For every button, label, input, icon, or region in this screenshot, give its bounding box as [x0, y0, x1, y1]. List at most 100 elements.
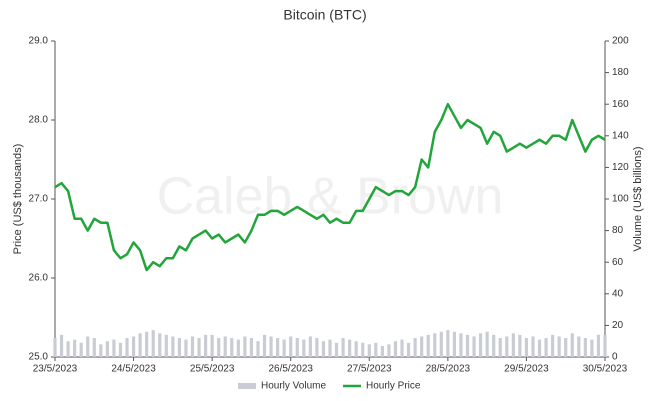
- volume-bar: [452, 331, 457, 357]
- y2-tick-label: 180: [612, 67, 629, 78]
- price-line: [54, 102, 606, 272]
- y2-tick-label: 80: [612, 225, 624, 236]
- volume-bar: [433, 333, 437, 357]
- volume-bar: [105, 341, 109, 357]
- volume-bar: [551, 334, 555, 357]
- y-tick-label: 25.0: [29, 352, 49, 363]
- volume-bar: [217, 338, 221, 357]
- volume-bar: [243, 336, 247, 357]
- volume-bar: [184, 339, 188, 357]
- volume-bar: [158, 333, 162, 357]
- volume-bar: [478, 333, 483, 357]
- volume-bar: [236, 339, 240, 357]
- volume-bar: [177, 338, 182, 357]
- volume-bar: [564, 338, 568, 357]
- x-tick-label: 30/5/2023: [583, 364, 628, 375]
- volume-bar: [603, 334, 607, 357]
- volume-bar: [537, 339, 542, 357]
- x-tick-label: 23/5/2023: [33, 364, 78, 375]
- x-tick-label: 25/5/2023: [190, 364, 235, 375]
- y-tick-label: 28.0: [29, 115, 49, 126]
- volume-bar: [145, 331, 149, 357]
- volume-bar: [269, 336, 273, 357]
- volume-bar: [341, 338, 345, 357]
- y-axis-label: Price (US$ thousands): [12, 144, 24, 255]
- x-tick-label: 27/5/2023: [347, 364, 392, 375]
- y2-tick-label: 40: [612, 288, 624, 299]
- volume-bar: [413, 338, 417, 357]
- y2-tick-label: 140: [612, 130, 629, 141]
- volume-bar: [223, 336, 227, 357]
- volume-bar: [230, 338, 234, 357]
- x-tick-label: 24/5/2023: [111, 364, 156, 375]
- volume-bar: [164, 334, 168, 357]
- y-tick-label: 29.0: [29, 36, 49, 47]
- y2-tick-label: 100: [612, 194, 629, 205]
- volume-bar: [79, 342, 83, 357]
- volume-bar: [420, 336, 424, 357]
- volume-bar: [374, 342, 378, 357]
- volume-bar: [531, 336, 535, 357]
- volume-bar: [302, 339, 306, 357]
- x-tick-label: 26/5/2023: [268, 364, 313, 375]
- volume-bar: [308, 336, 312, 357]
- volume-bar: [544, 338, 548, 357]
- y2-tick-label: 60: [612, 257, 624, 268]
- volume-bar: [406, 342, 411, 357]
- volume-bar: [92, 338, 96, 357]
- x-tick-label: 28/5/2023: [426, 364, 471, 375]
- y2-tick-label: 200: [612, 36, 629, 47]
- volume-bar: [492, 334, 496, 357]
- volume-bar: [354, 341, 358, 357]
- volume-bar: [53, 338, 57, 357]
- volume-bar: [276, 338, 280, 357]
- volume-bar: [118, 342, 123, 357]
- volume-bar: [86, 336, 90, 357]
- volume-bar: [557, 336, 561, 357]
- volume-bar: [596, 334, 601, 357]
- volume-bar: [400, 339, 404, 357]
- volume-bar: [131, 336, 136, 357]
- volume-bar: [262, 334, 267, 357]
- volume-bar: [59, 334, 64, 357]
- y2-tick-label: 20: [612, 320, 624, 331]
- volume-bar: [328, 339, 332, 357]
- volume-bar: [203, 334, 208, 357]
- volume-bar: [321, 341, 326, 357]
- chart-title: Bitcoin (BTC): [283, 7, 366, 23]
- volume-bar: [348, 339, 352, 357]
- volume-bar: [485, 331, 489, 357]
- volume-bar: [524, 338, 529, 357]
- volume-bar: [387, 344, 391, 357]
- volume-bar: [426, 334, 430, 357]
- volume-bar: [138, 333, 142, 357]
- volume-bar: [380, 345, 384, 357]
- volume-bar: [171, 336, 175, 357]
- volume-bar: [112, 339, 116, 357]
- volume-bar: [315, 338, 319, 357]
- volume-bar: [446, 330, 450, 357]
- volume-bar: [125, 338, 129, 357]
- volume-bar: [590, 339, 594, 357]
- volume-bar: [393, 341, 398, 357]
- volume-bar: [99, 344, 103, 357]
- y2-tick-label: 0: [612, 352, 618, 363]
- volume-bar: [256, 341, 260, 357]
- volume-bar: [498, 338, 502, 357]
- volume-bar: [73, 339, 77, 357]
- volume-bar: [570, 333, 574, 357]
- legend-swatch: [238, 383, 256, 389]
- volume-bar: [367, 344, 371, 357]
- volume-bar: [151, 330, 155, 357]
- volume-bar: [210, 334, 214, 357]
- volume-bar: [66, 341, 70, 357]
- volume-bar: [465, 334, 470, 357]
- volume-bar: [361, 342, 365, 357]
- volume-bar: [197, 338, 201, 357]
- volume-bar: [190, 336, 195, 357]
- volume-bar: [505, 336, 509, 357]
- y2-tick-label: 120: [612, 162, 629, 173]
- volume-bar: [334, 342, 339, 357]
- legend-label: Hourly Price: [366, 381, 421, 392]
